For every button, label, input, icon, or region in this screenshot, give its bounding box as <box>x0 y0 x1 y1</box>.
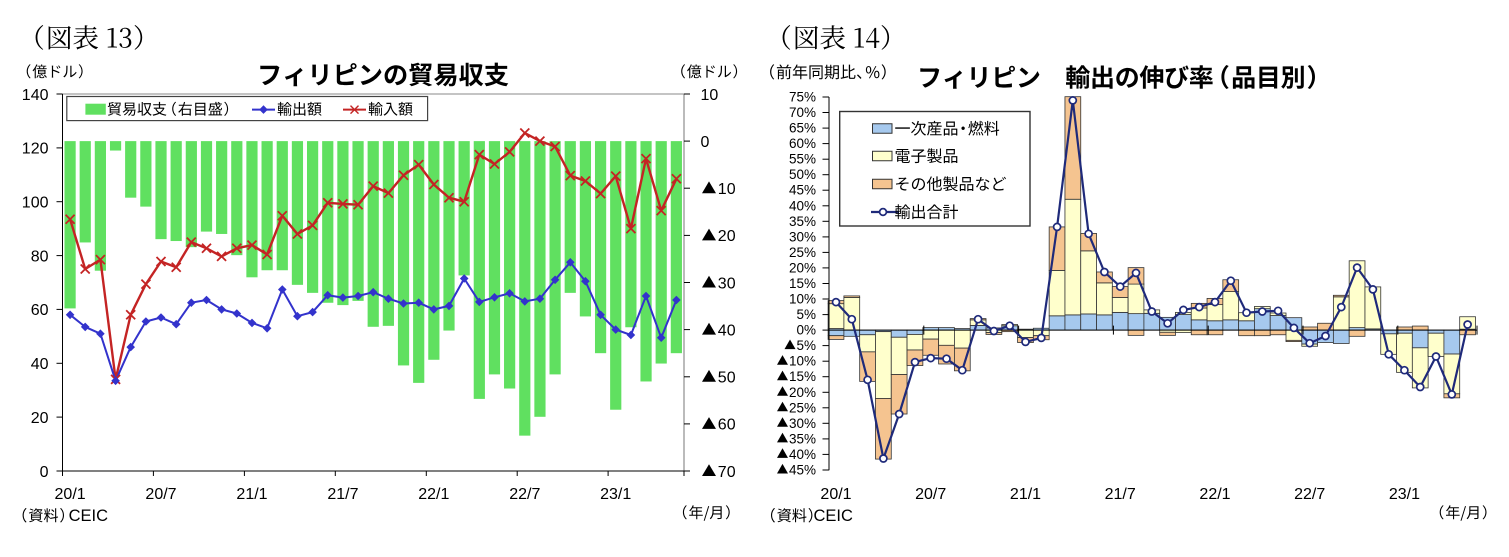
svg-text:75%: 75% <box>789 90 816 105</box>
svg-text:70%: 70% <box>789 105 816 120</box>
svg-text:20/7: 20/7 <box>915 486 946 503</box>
svg-text:60%: 60% <box>789 136 816 151</box>
svg-text:65%: 65% <box>789 121 816 136</box>
svg-text:20: 20 <box>31 410 49 427</box>
svg-text:60: 60 <box>718 417 736 434</box>
svg-text:10%: 10% <box>789 354 816 369</box>
svg-text:10: 10 <box>701 87 719 104</box>
svg-text:25%: 25% <box>789 245 816 260</box>
svg-text:30%: 30% <box>789 229 816 244</box>
svg-text:5%: 5% <box>796 338 816 353</box>
svg-text:35%: 35% <box>789 214 816 229</box>
svg-text:23/1: 23/1 <box>600 486 631 503</box>
svg-text:20/1: 20/1 <box>820 486 851 503</box>
svg-text:20%: 20% <box>789 260 816 275</box>
svg-text:22/1: 22/1 <box>1199 486 1230 503</box>
svg-text:120: 120 <box>22 141 49 158</box>
svg-text:10%: 10% <box>789 292 816 307</box>
svg-text:20: 20 <box>718 228 736 245</box>
svg-text:21/1: 21/1 <box>1010 486 1041 503</box>
svg-text:22/7: 22/7 <box>509 486 540 503</box>
svg-text:30: 30 <box>718 275 736 292</box>
svg-text:60: 60 <box>31 302 49 319</box>
svg-text:25%: 25% <box>789 400 816 415</box>
svg-text:55%: 55% <box>789 152 816 167</box>
svg-text:21/1: 21/1 <box>236 486 267 503</box>
svg-text:22/7: 22/7 <box>1294 486 1325 503</box>
svg-text:0: 0 <box>701 134 710 151</box>
svg-text:140: 140 <box>22 87 49 104</box>
svg-text:30%: 30% <box>789 416 816 431</box>
svg-text:23/1: 23/1 <box>1389 486 1420 503</box>
svg-text:45%: 45% <box>789 463 816 478</box>
svg-text:15%: 15% <box>789 369 816 384</box>
svg-text:22/1: 22/1 <box>418 486 449 503</box>
svg-text:20%: 20% <box>789 385 816 400</box>
svg-text:20/1: 20/1 <box>55 486 86 503</box>
svg-text:15%: 15% <box>789 276 816 291</box>
svg-text:40%: 40% <box>789 198 816 213</box>
svg-text:20/7: 20/7 <box>145 486 176 503</box>
svg-text:35%: 35% <box>789 431 816 446</box>
svg-text:5%: 5% <box>796 307 816 322</box>
svg-text:0%: 0% <box>796 323 816 338</box>
svg-text:21/7: 21/7 <box>327 486 358 503</box>
svg-text:70: 70 <box>718 464 736 481</box>
svg-text:50%: 50% <box>789 167 816 182</box>
svg-text:10: 10 <box>718 181 736 198</box>
svg-text:0: 0 <box>40 464 49 481</box>
svg-text:45%: 45% <box>789 183 816 198</box>
svg-text:CEIC: CEIC <box>69 507 109 525</box>
svg-text:21/7: 21/7 <box>1105 486 1136 503</box>
svg-text:CEIC: CEIC <box>814 507 854 525</box>
svg-text:40: 40 <box>31 356 49 373</box>
svg-text:50: 50 <box>718 370 736 387</box>
svg-text:80: 80 <box>31 248 49 265</box>
svg-text:40: 40 <box>718 322 736 339</box>
svg-text:40%: 40% <box>789 447 816 462</box>
svg-text:100: 100 <box>22 195 49 212</box>
